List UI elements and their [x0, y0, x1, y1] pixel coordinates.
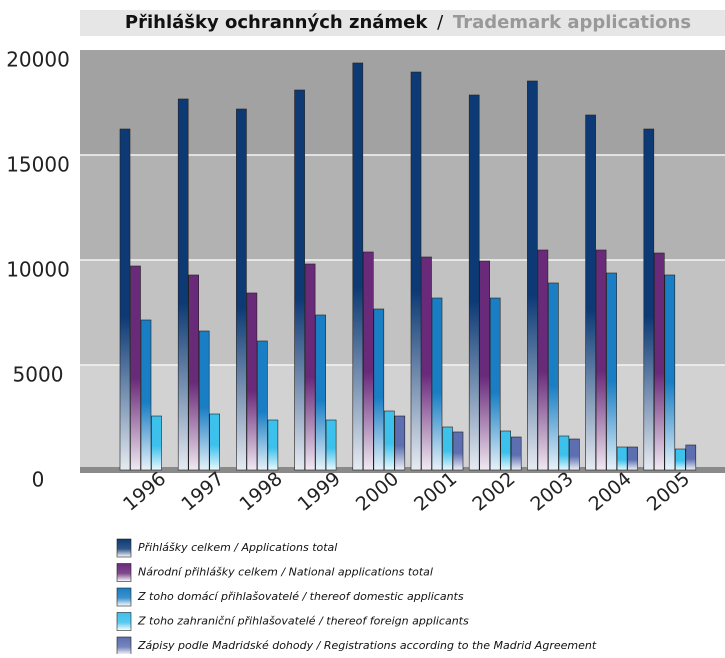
- x-tick-label: 2001: [410, 468, 461, 516]
- legend-label: Z toho domácí přihlašovatelé / thereof d…: [137, 590, 464, 603]
- bar: [267, 419, 279, 471]
- bar: [394, 415, 406, 471]
- legend-swatch: [116, 587, 132, 607]
- bar: [558, 435, 570, 471]
- bar: [627, 446, 638, 471]
- bar: [315, 314, 326, 471]
- x-tick-label: 2005: [643, 468, 694, 516]
- bar: [653, 252, 665, 471]
- y-tick-label: 0: [32, 468, 45, 492]
- bar: [246, 292, 258, 471]
- x-tick-label: 1997: [177, 468, 228, 516]
- bar: [643, 128, 655, 471]
- bar: [616, 446, 628, 471]
- bar: [527, 80, 538, 471]
- y-tick-label: 5000: [13, 363, 64, 387]
- legend-label: Zápisy podle Madridské dohody / Registra…: [137, 639, 597, 652]
- x-tick-label: 2000: [352, 468, 403, 516]
- bar: [304, 263, 316, 471]
- title-band: [80, 10, 725, 36]
- bar: [685, 444, 697, 471]
- bar: [177, 98, 189, 471]
- bar: [362, 251, 374, 471]
- plot-band: [80, 50, 725, 155]
- x-tick-label: 1998: [235, 468, 286, 516]
- y-tick-label: 20000: [6, 48, 70, 72]
- chart-title: Přihlášky ochranných známek / Trademark …: [125, 12, 691, 33]
- title-en: Trademark applications: [453, 12, 691, 33]
- x-tick-label: 1999: [294, 468, 345, 516]
- bar: [606, 272, 617, 471]
- bar: [373, 308, 385, 471]
- bar: [595, 249, 607, 471]
- bar: [569, 438, 580, 471]
- bar: [209, 413, 220, 471]
- bar: [548, 282, 559, 471]
- plot-band: [80, 260, 725, 365]
- bar: [119, 128, 131, 471]
- bar: [431, 297, 443, 471]
- bar: [198, 330, 210, 471]
- bar: [140, 319, 152, 471]
- x-tick-label: 2003: [526, 468, 577, 516]
- bar: [479, 260, 491, 471]
- bar: [257, 340, 268, 471]
- legend-label: Přihlášky celkem / Applications total: [138, 541, 337, 554]
- title-cz: Přihlášky ochranných známek: [125, 12, 428, 33]
- bar: [410, 71, 422, 471]
- bar: [188, 274, 199, 471]
- legend-label: Národní přihlášky celkem / National appl…: [138, 566, 433, 579]
- bar: [294, 89, 305, 471]
- legend-swatch: [116, 636, 132, 656]
- bar: [421, 256, 432, 471]
- bar: [674, 448, 686, 471]
- y-tick-label: 15000: [6, 153, 70, 177]
- bar: [383, 410, 395, 471]
- bar: [236, 108, 247, 471]
- legend-swatch: [116, 612, 132, 631]
- legend-label: Z toho zahraniční přihlašovatelé / there…: [137, 615, 469, 628]
- legend-swatch: [116, 538, 132, 558]
- bar: [664, 274, 676, 471]
- bar: [585, 114, 596, 471]
- bar: [468, 94, 480, 471]
- bar: [452, 431, 464, 471]
- bar: [325, 419, 337, 471]
- title-sep: /: [437, 12, 444, 33]
- bar: [352, 62, 364, 471]
- bar: [489, 297, 501, 471]
- plot-band: [80, 155, 725, 260]
- bar: [130, 265, 141, 471]
- x-tick-label: 1996: [119, 468, 170, 516]
- x-tick-label: 2002: [468, 468, 519, 516]
- bar: [537, 249, 549, 471]
- legend-swatch: [116, 563, 132, 582]
- bar: [500, 430, 512, 471]
- x-tick-label: 2004: [585, 468, 636, 516]
- bar: [510, 436, 522, 471]
- bar: [442, 426, 453, 471]
- y-tick-label: 10000: [6, 258, 70, 282]
- bar: [151, 415, 162, 471]
